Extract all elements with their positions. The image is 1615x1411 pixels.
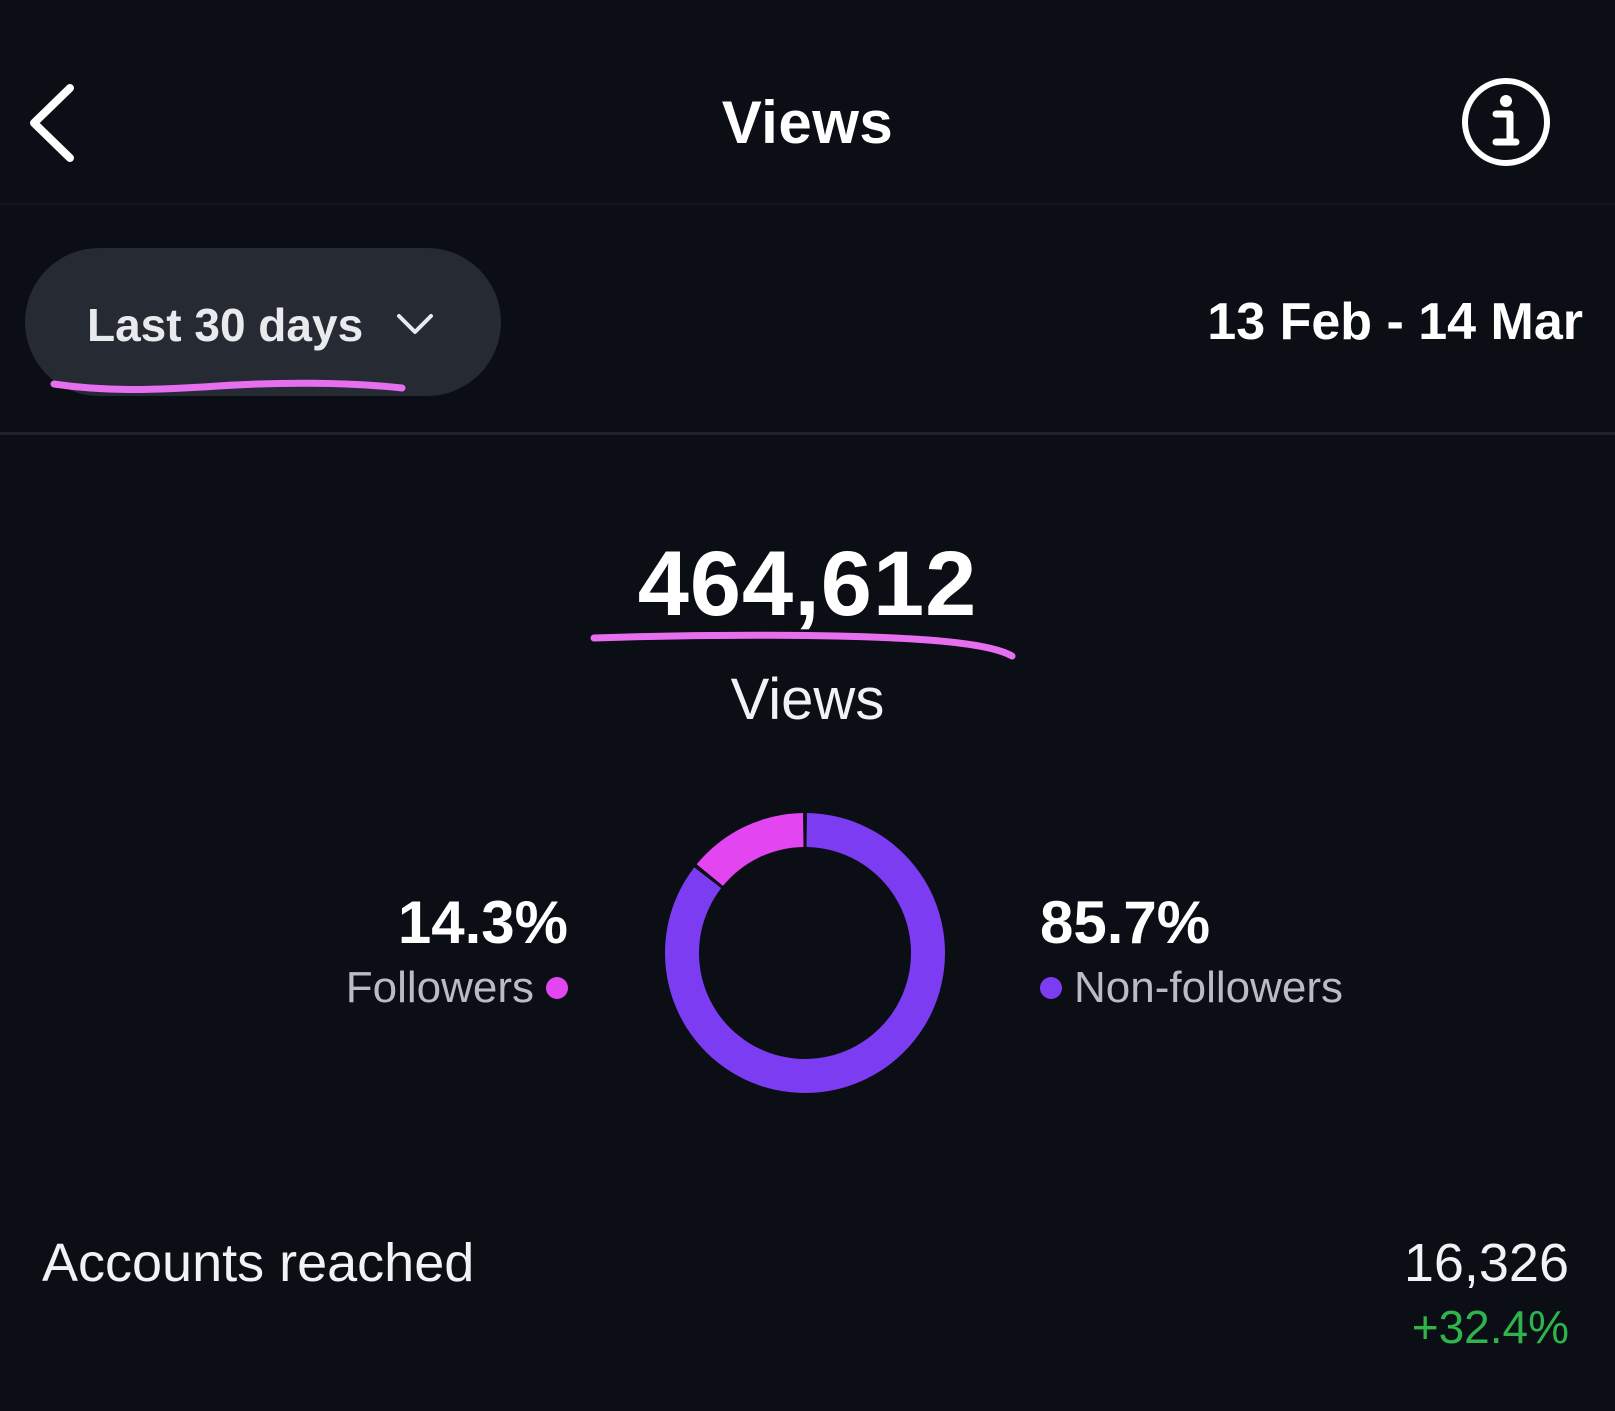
- date-range-dropdown[interactable]: Last 30 days: [25, 248, 501, 396]
- non-followers-legend: 85.7% Non-followers: [1040, 893, 1343, 1013]
- views-donut-chart: [665, 813, 945, 1093]
- accounts-reached-value: 16,326: [1403, 1233, 1569, 1293]
- header: Views: [0, 0, 1615, 205]
- accounts-reached-label: Accounts reached: [42, 1233, 475, 1293]
- date-range-text: 13 Feb - 14 Mar: [1207, 293, 1583, 351]
- followers-dot: [546, 977, 568, 999]
- back-button[interactable]: [22, 78, 92, 168]
- followers-label: Followers: [345, 963, 534, 1012]
- donut-slice-followers: [696, 813, 804, 886]
- date-range-dropdown-label: Last 30 days: [87, 299, 364, 351]
- followers-legend: 14.3% Followers: [346, 893, 568, 1013]
- non-followers-label: Non-followers: [1074, 963, 1343, 1012]
- total-views-label: Views: [730, 667, 885, 732]
- header-divider: [0, 203, 1615, 205]
- total-views-value: 464,612: [637, 533, 978, 635]
- non-followers-label-row: Non-followers: [1040, 963, 1343, 1013]
- accounts-reached-change: +32.4%: [1411, 1301, 1569, 1353]
- followers-label-row: Followers: [346, 963, 568, 1013]
- filter-divider: [0, 432, 1615, 435]
- chevron-down-icon: [397, 314, 433, 334]
- non-followers-percent: 85.7%: [1040, 889, 1211, 956]
- non-followers-dot: [1040, 977, 1062, 999]
- info-button[interactable]: [1460, 76, 1552, 168]
- followers-percent: 14.3%: [397, 889, 568, 956]
- page-title: Views: [721, 89, 894, 156]
- chevron-left-icon: [30, 84, 74, 162]
- info-icon: [1462, 78, 1550, 166]
